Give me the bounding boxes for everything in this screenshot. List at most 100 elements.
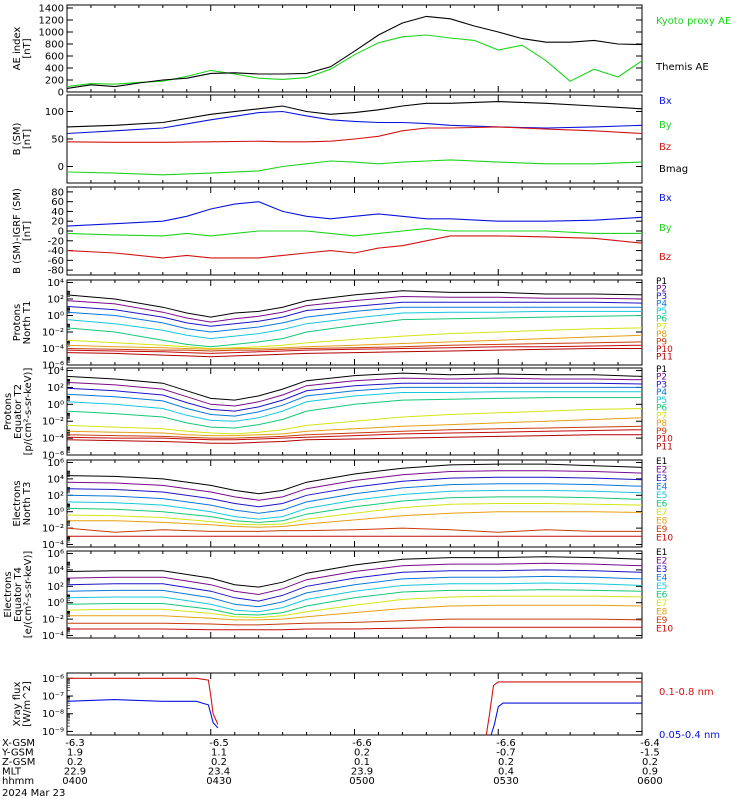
y-tick-label: 1000 — [39, 28, 64, 39]
channel-label: P1 — [656, 277, 667, 287]
channel-line-e6 — [66, 589, 643, 616]
bsm-ylabel: B (SM) [nT] — [12, 122, 33, 155]
y-tick-label: 10⁻⁶ — [42, 674, 64, 685]
channel-label: P6 — [656, 315, 667, 325]
ephem-value: 0.1 — [354, 757, 370, 768]
ylabel-line: Equator T4 — [13, 567, 24, 622]
series-line-bz — [66, 126, 643, 143]
channel-label: P8 — [656, 419, 667, 429]
ephem-value: 0600 — [637, 776, 662, 787]
channel-label: E10 — [656, 534, 673, 544]
ephem-value: 0.9 — [642, 767, 658, 778]
ylabel-line: North T3 — [22, 482, 33, 526]
channel-line-e7 — [66, 503, 643, 526]
ephem-value: 0.2 — [354, 748, 370, 759]
channel-line-p9 — [66, 425, 643, 439]
y-tick-label: 600 — [45, 52, 64, 63]
ylabel-line: [nT] — [22, 221, 33, 241]
ylabel-line: Equator T2 — [13, 384, 24, 439]
channel-label: E9 — [656, 525, 668, 535]
xray-ylabel: Xray flux [W/m^2] — [12, 681, 33, 727]
ae-frame — [66, 4, 643, 93]
y-tick-label: 10⁰ — [47, 598, 64, 609]
legend-by: By — [659, 223, 672, 234]
y-tick-label: 10⁻⁴ — [42, 344, 64, 355]
channel-label: P1 — [656, 365, 667, 375]
legend-themis: Themis AE — [655, 62, 709, 73]
ephem-value: 0530 — [493, 776, 518, 787]
ylabel-line: North T1 — [22, 301, 33, 345]
channel-line-e5 — [66, 489, 643, 520]
y-tick-label: 10⁴ — [47, 278, 64, 289]
series-line-kyoto-proxy-ae — [66, 34, 643, 88]
y-tick-label: -60 — [48, 256, 64, 267]
y-tick-label: 100 — [45, 107, 64, 118]
y-tick-label: 1200 — [39, 16, 64, 27]
y-tick-label: 10⁻⁴ — [42, 434, 64, 445]
ephem-value: -6.6 — [352, 738, 372, 749]
ylabel-line: [e/(cm²-s-sr-keV)] — [23, 551, 34, 639]
channel-line-p7 — [66, 408, 643, 435]
channel-line-e10 — [67, 626, 642, 631]
channel-line-e6 — [66, 496, 643, 523]
channel-line-p2 — [66, 377, 643, 407]
y-tick-label: 10⁻⁶ — [42, 361, 64, 372]
y-tick-label: 10⁻² — [42, 327, 64, 338]
channel-label: P9 — [656, 427, 667, 437]
legend-bz: Bz — [659, 252, 671, 263]
ephem-date: 2024 Mar 23 — [2, 788, 65, 799]
y-tick-label: 10² — [47, 491, 64, 502]
channel-line-p3 — [66, 382, 643, 412]
channel-label: P4 — [656, 300, 667, 310]
ephem-value: 0500 — [349, 776, 374, 787]
y-tick-label: 10⁻⁸ — [42, 709, 64, 720]
y-tick-label: -40 — [48, 246, 64, 257]
ylabel-line: Electrons — [12, 480, 23, 526]
ephem-value: 0.2 — [642, 757, 658, 768]
y-tick-label: 200 — [45, 76, 64, 87]
y-tick-label: 10⁻⁴ — [42, 631, 64, 642]
channel-label: E8 — [656, 608, 668, 618]
y-tick-label: 0 — [58, 227, 64, 238]
y-tick-label: 40 — [51, 207, 64, 218]
channel-line-p5 — [66, 310, 642, 340]
y-tick-label: 10⁻⁹ — [42, 727, 64, 738]
channel-line-p2 — [66, 295, 643, 323]
series-line-bz — [66, 235, 643, 259]
y-tick-label: 10⁴ — [47, 366, 64, 377]
ylabel-line: Electrons — [3, 571, 14, 617]
y-tick-label: 10² — [47, 383, 64, 394]
series-line-themis-ae — [66, 15, 643, 89]
channel-label: E3 — [656, 565, 667, 575]
ephem-value: 0.4 — [498, 767, 514, 778]
channel-line-p8 — [66, 417, 643, 437]
y-tick-label: 10⁶ — [47, 549, 64, 560]
series-line-0-05-0-4-nm-b — [490, 702, 642, 736]
ephem-row-label: Z-GSM — [2, 757, 35, 768]
channel-line-e3 — [66, 476, 643, 508]
y-tick-label: 20 — [51, 217, 64, 228]
ephem-row-label: X-GSM — [2, 738, 35, 749]
series-line-0-1-0-8-nm — [67, 677, 219, 725]
ylabel-line: [nT] — [22, 129, 33, 149]
y-tick-label: 10⁻² — [42, 524, 64, 535]
channel-label: E4 — [656, 483, 668, 493]
channel-label: E2 — [656, 557, 667, 567]
ephem-value: 1.1 — [211, 748, 227, 759]
ephem-value: 0.2 — [67, 757, 83, 768]
ylabel-line: [W/m^2] — [22, 681, 33, 727]
channel-line-e4 — [66, 575, 643, 608]
channel-label: P2 — [656, 285, 667, 295]
ylabel-line: [p/(cm²-s-sr-keV)] — [23, 368, 34, 456]
legend-bz: Bz — [659, 142, 671, 153]
channel-label: P7 — [656, 322, 667, 332]
channel-label: P8 — [656, 330, 667, 340]
y-tick-label: 10⁰ — [47, 400, 64, 411]
ephem-value: 23.4 — [208, 767, 230, 778]
ylabel-line: B (SM)-IGRF (SM) — [12, 188, 23, 274]
y-tick-label: -80 — [48, 266, 64, 277]
ephem-value: -0.7 — [496, 748, 516, 759]
ephem-row-label: hhmm — [2, 776, 34, 787]
channel-label: P6 — [656, 404, 667, 414]
channel-label: E7 — [656, 508, 667, 518]
